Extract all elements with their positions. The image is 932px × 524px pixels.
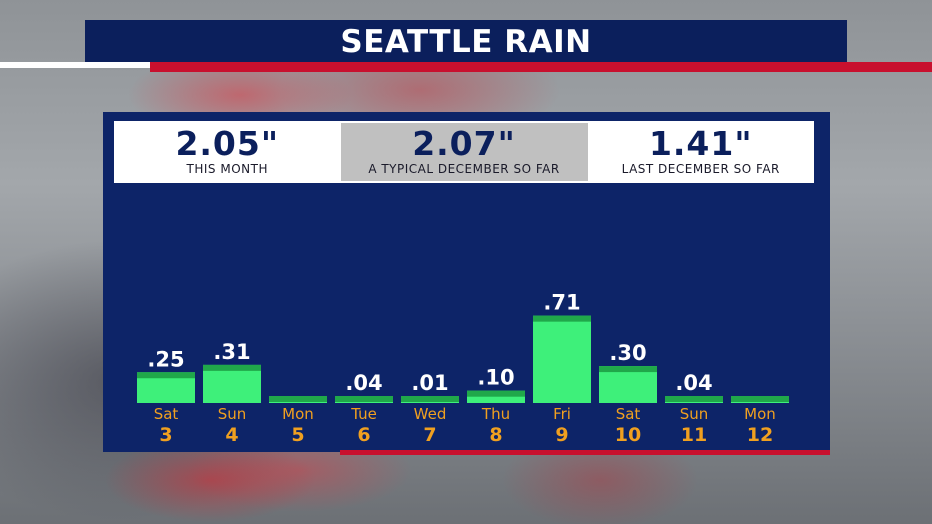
x-tick-day-8: Sun (680, 405, 709, 423)
red-accent-line (150, 62, 932, 72)
stat-last-december: 1.41" LAST DECEMBER SO FAR (588, 121, 815, 183)
rain-bar-chart: .25Sat3.31Sun4Mon5.04Tue6.01Wed7.10Thu8.… (137, 291, 789, 446)
bar-cap-4 (401, 396, 459, 402)
bar-6 (533, 315, 591, 403)
x-tick-date-8: 11 (681, 424, 707, 446)
stat-typical-december: 2.07" A TYPICAL DECEMBER SO FAR (340, 123, 588, 181)
data-label-4: .01 (411, 371, 448, 395)
x-tick-date-0: 3 (159, 424, 172, 446)
x-tick-date-1: 4 (225, 424, 238, 446)
x-tick-day-0: Sat (154, 405, 179, 423)
data-label-0: .25 (147, 347, 184, 371)
x-tick-day-5: Thu (481, 405, 510, 423)
stat-this-month: 2.05" THIS MONTH (114, 121, 341, 183)
stat-value: 2.07" (412, 124, 516, 163)
x-tick-date-9: 12 (747, 424, 773, 446)
bar-cap-9 (731, 396, 789, 402)
x-tick-day-1: Sun (218, 405, 247, 423)
bar-cap-2 (269, 396, 327, 402)
bar-cap-1 (203, 364, 261, 371)
x-tick-date-3: 6 (357, 424, 370, 446)
panel-red-line (340, 450, 830, 455)
bar-cap-6 (533, 315, 591, 322)
white-accent-line (0, 62, 150, 68)
data-label-3: .04 (345, 371, 382, 395)
x-tick-date-5: 8 (489, 424, 502, 446)
x-tick-day-3: Tue (350, 405, 377, 423)
data-label-7: .30 (609, 341, 646, 365)
stat-value: 2.05" (175, 124, 280, 163)
x-tick-day-6: Fri (553, 405, 571, 423)
bar-7 (599, 366, 657, 403)
stats-box: 2.05" THIS MONTH 2.07" A TYPICAL DECEMBE… (114, 121, 814, 183)
bar-cap-3 (335, 396, 393, 402)
bar-cap-5 (467, 390, 525, 397)
stat-label: A TYPICAL DECEMBER SO FAR (368, 162, 560, 176)
stat-label: THIS MONTH (186, 162, 268, 176)
x-tick-day-7: Sat (616, 405, 641, 423)
x-tick-date-7: 10 (615, 424, 641, 446)
x-tick-day-9: Mon (744, 405, 776, 423)
bar-cap-8 (665, 396, 723, 402)
data-label-8: .04 (675, 371, 712, 395)
bar-cap-7 (599, 366, 657, 373)
bar-1 (203, 364, 261, 403)
x-tick-date-6: 9 (555, 424, 568, 446)
data-label-5: .10 (477, 366, 514, 390)
bar-cap-0 (137, 372, 195, 379)
stat-label: LAST DECEMBER SO FAR (621, 162, 780, 176)
x-tick-day-2: Mon (282, 405, 314, 423)
data-label-6: .71 (543, 291, 580, 315)
data-label-1: .31 (213, 340, 250, 364)
page-title: SEATTLE RAIN (340, 24, 592, 60)
x-tick-day-4: Wed (414, 405, 447, 423)
x-tick-date-2: 5 (291, 424, 304, 446)
stat-value: 1.41" (648, 124, 753, 163)
x-tick-date-4: 7 (423, 424, 436, 446)
title-bar: SEATTLE RAIN (85, 20, 847, 64)
